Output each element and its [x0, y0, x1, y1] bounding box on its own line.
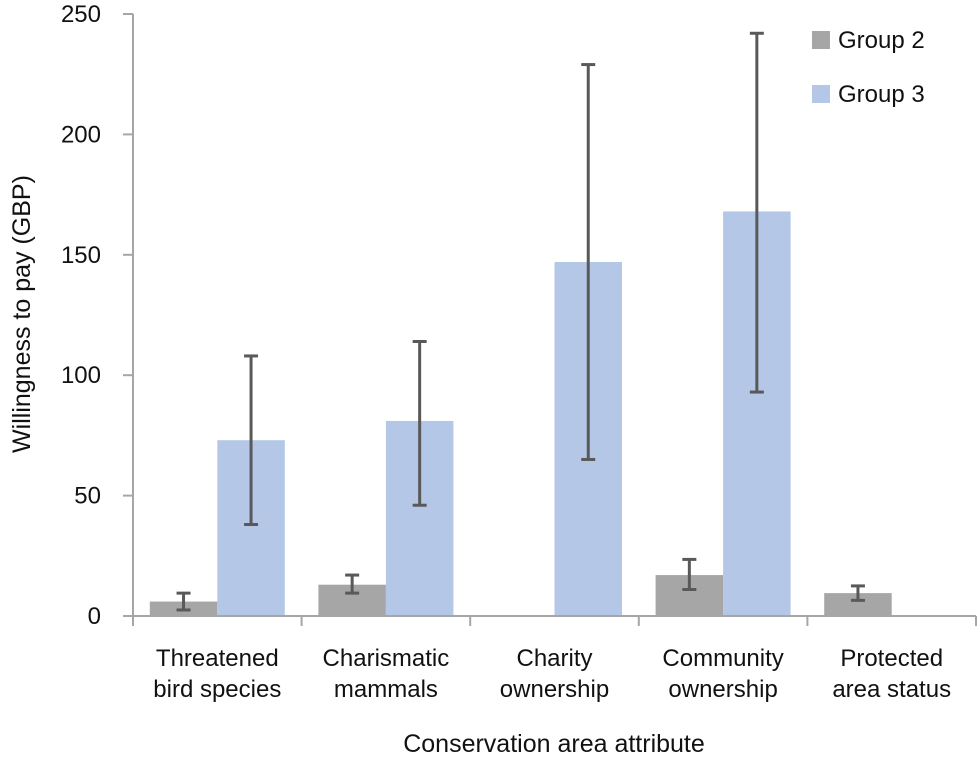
error-bar: [176, 591, 191, 612]
error-bar: [850, 584, 865, 602]
y-tick-label: 200: [61, 121, 101, 148]
x-category-label: Threatened bird species: [153, 645, 281, 703]
x-category-label: Protected area status: [832, 645, 951, 703]
x-category-label: Charity ownership: [500, 645, 609, 703]
y-tick-label: 50: [74, 483, 101, 510]
x-category-label: Charismatic mammals: [323, 645, 450, 703]
x-axis-title: Conservation area attribute: [403, 730, 705, 758]
y-axis-title: Willingness to pay (GBP): [8, 175, 36, 453]
legend-swatch-group-3: [812, 85, 830, 103]
y-tick-labels: 0 50 100 150 200 250: [61, 1, 101, 630]
x-category-label: Community ownership: [662, 645, 783, 703]
bars-layer: [149, 211, 892, 616]
error-bar: [682, 557, 697, 592]
legend-swatch-group-2: [812, 31, 830, 49]
y-tick-label: 0: [88, 603, 101, 630]
error-bar: [244, 354, 259, 526]
y-tick-label: 250: [61, 1, 101, 28]
axes-layer: [123, 13, 977, 626]
error-bar: [345, 573, 360, 595]
y-tick-label: 100: [61, 362, 101, 389]
x-category-labels: Threatened bird species Charismatic mammals…: [153, 645, 951, 703]
y-tick-label: 150: [61, 242, 101, 269]
error-bar: [749, 31, 764, 394]
error-bar: [581, 63, 596, 461]
bar-group-2-4: [824, 593, 892, 616]
error-bars-layer: [176, 31, 865, 612]
error-bar: [412, 339, 427, 507]
legend: Group 2 Group 3: [812, 27, 925, 108]
legend-label: Group 2: [838, 27, 925, 54]
legend-label: Group 3: [838, 81, 925, 108]
